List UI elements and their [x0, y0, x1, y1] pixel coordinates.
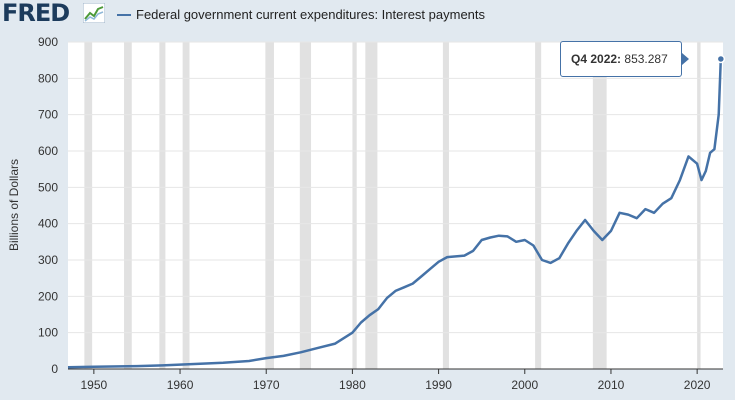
recession-band-8: [442, 42, 449, 369]
y-tick-label-100: 100: [38, 326, 58, 340]
recession-band-7: [365, 42, 378, 369]
recession-band-1: [124, 42, 132, 369]
y-tick-label-400: 400: [38, 217, 58, 231]
recession-bands: [84, 42, 701, 369]
y-tick-label-500: 500: [38, 180, 58, 194]
x-tick-label-2000: 2000: [511, 378, 538, 392]
legend-label: Federal government current expenditures:…: [136, 7, 486, 22]
x-tick-label-2020: 2020: [684, 378, 711, 392]
y-tick-label-600: 600: [38, 144, 58, 158]
x-tick-label-1980: 1980: [339, 378, 366, 392]
recession-band-4: [265, 42, 274, 369]
y-tick-label-0: 0: [51, 362, 58, 376]
x-tick-label-2010: 2010: [598, 378, 625, 392]
y-tick-label-900: 900: [38, 35, 58, 49]
recession-band-5: [299, 42, 312, 369]
legend-swatch: [117, 14, 131, 16]
x-axis-ticks: 1950 1960 1970 1980 1990 2000 2010 2020: [81, 369, 711, 392]
series-last-point[interactable]: [716, 54, 726, 64]
recession-band-6: [352, 42, 357, 369]
recession-band-2: [159, 42, 166, 369]
recession-band-9: [535, 42, 542, 369]
tooltip-pointer: [682, 53, 689, 65]
x-tick-label-1990: 1990: [425, 378, 452, 392]
y-tick-label-300: 300: [38, 253, 58, 267]
tooltip: Q4 2022: 853.287: [560, 41, 682, 77]
plot-area: [68, 42, 723, 369]
recession-band-10: [592, 42, 607, 369]
recession-band-0: [84, 42, 93, 369]
gridlines: [68, 41, 723, 334]
y-tick-label-200: 200: [38, 289, 58, 303]
y-tick-label-700: 700: [38, 108, 58, 122]
recession-band-11: [697, 42, 701, 369]
tooltip-date: Q4 2022:: [571, 52, 622, 66]
recession-band-3: [182, 42, 190, 369]
x-tick-label-1950: 1950: [81, 378, 108, 392]
y-tick-label-800: 800: [38, 71, 58, 85]
y-axis-ticks: 0 100 200 300 400 500 600 700 800 900: [38, 35, 58, 376]
series-line[interactable]: [67, 58, 723, 369]
tooltip-value: 853.287: [624, 52, 668, 66]
fred-logo-graph-icon: [83, 3, 105, 23]
x-tick-label-1960: 1960: [167, 378, 194, 392]
fred-logo[interactable]: FRED: [2, 0, 70, 27]
x-tick-label-1970: 1970: [253, 378, 280, 392]
header: FRED Federal government current expendit…: [0, 0, 735, 30]
y-axis-label: Billions of Dollars: [7, 159, 21, 251]
